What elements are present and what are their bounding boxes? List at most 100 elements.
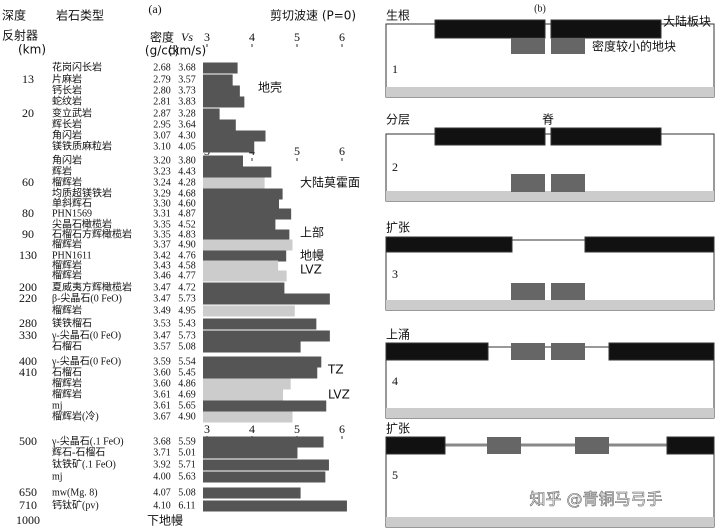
bar [203,239,293,251]
depth-label: 650 [19,485,37,499]
header: (km) [18,43,46,57]
rock-name: 单斜辉石 [52,196,92,209]
rock-name: PHN1611 [52,250,92,261]
block [551,174,585,192]
strip [386,300,714,310]
stage-name: 扩张 [386,422,410,436]
block [511,38,545,54]
stage-name: 分层 [386,113,410,127]
stage-name: 上涌 [386,328,410,342]
rock-name: γ-尖晶石(0 FeO) [51,354,121,367]
plate [385,436,446,455]
rock-name: PHN1569 [52,208,92,219]
block [551,283,585,300]
density: 3.61 [153,389,171,400]
vs-value: 4.58 [178,260,196,271]
block [511,174,545,192]
block [575,437,609,454]
annotation: 地幔 [300,248,324,263]
bar [203,85,240,97]
plate [385,342,489,361]
bar [203,219,276,231]
density: 3.68 [153,436,171,447]
density: 2.95 [153,119,171,130]
vs-value: 5.54 [178,356,196,367]
header: 反射器 [2,28,38,43]
plate [434,19,546,39]
rock-name: mw(Mg. 8) [52,487,98,498]
depth-label: 13 [22,72,34,86]
vs-value: 4.28 [178,177,196,188]
annotation: LVZ [300,263,322,277]
density: 2.87 [153,108,171,119]
rock-name: 榴辉岩 [52,376,82,389]
density: 2.79 [153,74,171,85]
panel-b-shapes [385,19,715,528]
rock-name: 钛铁矿(.1 FeO) [52,457,116,470]
rock-name: 钙长岩 [52,83,82,96]
plate [550,19,662,39]
panel-label: (b) [534,3,546,14]
vs-value: 5.73 [178,293,196,304]
vs-value: 5.43 [178,318,196,329]
density: 3.20 [153,155,171,166]
rock-name: 石榴石 [52,339,82,352]
density: 3.67 [153,411,171,422]
bar [203,487,301,499]
stage-name: 扩张 [386,221,410,235]
bar [203,229,290,241]
header: 深度 [2,8,26,23]
x-tick-label: 4 [249,30,255,44]
vs-value: 6.11 [178,500,195,511]
density: 3.30 [153,198,171,209]
rock-name: 镁铁质麻粒岩 [52,139,112,152]
density: 3.07 [153,130,171,141]
density: 2.81 [153,96,171,107]
bar [203,177,265,189]
bar [203,447,298,459]
vs-value: 5.71 [178,459,196,470]
bar [203,330,330,342]
depth-label: 330 [19,328,37,342]
bar [203,119,236,131]
vs-value: 4.30 [178,130,196,141]
bar [203,155,243,167]
rock-name: 辉石-石榴石 [52,445,105,458]
x-tick-label: 6 [339,30,345,44]
rock-name: 夏威夷方辉橄榄岩 [52,280,132,293]
density: 3.59 [153,356,171,367]
bar [203,341,301,353]
density: 3.37 [153,239,171,250]
plate-label: 大陆板块 [663,14,711,29]
header: (g/cc) [145,44,179,58]
rock-name: 榴辉岩 [52,268,82,281]
depth-label: 130 [19,248,37,262]
plate [385,236,513,253]
plate [666,436,715,455]
vs-value: 4.87 [178,208,196,219]
depth-label: 1000 [16,513,40,527]
rock-name: 石榴石 [52,365,82,378]
header: 岩石类型 [56,8,104,23]
bar [203,260,279,272]
bar [203,208,292,220]
vs-value: 4.77 [178,270,196,281]
bar [203,74,233,86]
density: 3.49 [153,305,171,316]
x-tick-label: 3 [204,422,210,436]
density: 3.42 [153,250,171,261]
plate [608,342,715,361]
panel-a-headers: 深度 岩石类型 (a) 剪切波速 (P=0) 反射器 (km) 密度 (g/cc… [2,2,356,58]
rock-name: 角闪岩 [52,153,82,166]
density: 3.29 [153,188,171,199]
rock-name: 榴辉岩 [52,175,82,188]
density: 3.92 [153,459,171,470]
rock-name: 镁铁榴石 [52,316,92,329]
bar [203,378,291,390]
vs-value: 4.90 [178,239,196,250]
rock-name: β-尖晶石(0 FeO) [52,291,122,304]
bar [203,318,317,330]
depth-label: 20 [22,106,34,120]
bar [203,141,255,153]
vs-value: 4.43 [178,166,196,177]
